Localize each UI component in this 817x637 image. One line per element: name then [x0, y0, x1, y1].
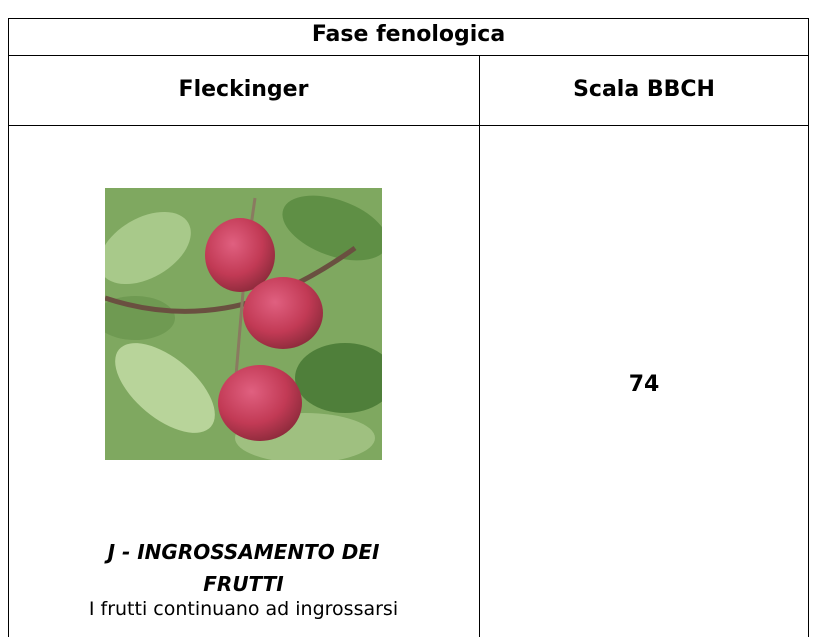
stage-description: I frutti continuano ad ingrossarsi — [88, 598, 399, 620]
table-title: Fase fenologica — [311, 22, 506, 47]
stage-title: J - INGROSSAMENTO DEI FRUTTI — [107, 540, 380, 596]
fruit-photo — [105, 188, 382, 460]
border — [8, 125, 809, 126]
border — [8, 18, 9, 637]
bbch-value: 74 — [628, 372, 660, 397]
border — [479, 55, 480, 637]
border — [8, 55, 809, 56]
border — [808, 18, 809, 637]
column-header: Scala BBCH — [573, 77, 715, 102]
column-header: Fleckinger — [178, 77, 309, 102]
border — [8, 18, 809, 19]
